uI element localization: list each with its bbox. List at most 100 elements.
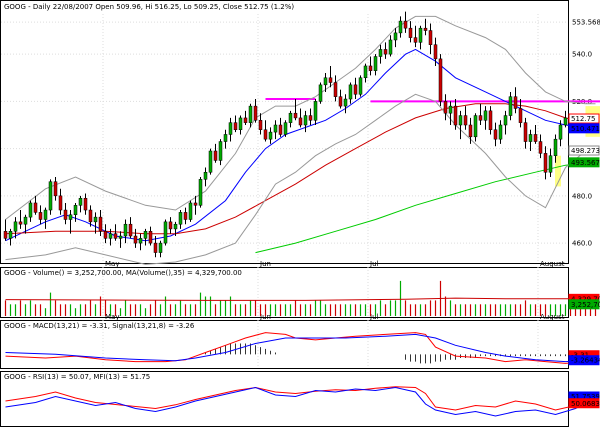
candle-body (333, 82, 338, 97)
candle-body (33, 202, 38, 213)
candle-body (373, 56, 378, 71)
candle-body (48, 181, 53, 211)
candle-body (533, 134, 538, 142)
candle-body (543, 153, 548, 173)
y-tick-label: 540.0 (572, 51, 592, 59)
candle-body (413, 37, 418, 43)
candle-body (418, 27, 423, 43)
candle-body (433, 44, 438, 60)
x-tick-label: May (105, 260, 119, 268)
candle-body (273, 124, 278, 133)
rsi-title: GOOG - RSI(13) = 50.07, MFI(13) = 51.75 (4, 373, 150, 381)
value-tag (568, 299, 600, 310)
candle-body (323, 77, 328, 86)
highlight-box (555, 155, 561, 187)
candle-body (563, 117, 568, 126)
candle-body (63, 209, 68, 220)
candle-body (73, 205, 78, 216)
x-tick-label: May (105, 313, 119, 321)
candle-body (503, 115, 508, 126)
candle-body (78, 197, 83, 206)
candle-body (393, 32, 398, 41)
candle-body (118, 235, 123, 239)
value-tag-text: 510.471 (571, 125, 600, 133)
candle-body (188, 202, 193, 220)
candle-body (168, 221, 173, 230)
candle-body (203, 171, 208, 180)
candle-body (98, 216, 103, 232)
y-tick-label: 460.0 (572, 240, 592, 248)
candle-body (153, 242, 158, 253)
candle-body (518, 108, 523, 123)
candle-body (298, 117, 303, 126)
volume-title: GOOG - Volume() = 3,252,700.00, MA(Volum… (4, 269, 242, 277)
candle-body (143, 231, 148, 239)
candle-body (23, 216, 28, 225)
candle-body (18, 221, 23, 225)
candle-body (293, 112, 298, 119)
candle-body (233, 122, 238, 130)
candle-body (403, 20, 408, 29)
candle-body (193, 202, 198, 206)
value-tag (568, 113, 600, 124)
candle-body (283, 122, 288, 135)
value-tag (568, 157, 600, 168)
series-line (5, 93, 596, 265)
y-tick-label: 553.568 (572, 19, 600, 27)
candle-body (473, 115, 478, 138)
candle-body (428, 30, 433, 45)
x-tick-label: August (540, 260, 565, 268)
candle-body (448, 105, 453, 114)
candle-body (198, 179, 203, 206)
value-tag (568, 355, 600, 366)
value-tag-text: 512.75 (571, 115, 596, 123)
candle-body (213, 150, 218, 161)
panel-frame-volume (0, 267, 569, 318)
candle-body (358, 77, 363, 95)
candle-body (513, 96, 518, 109)
candle-body (493, 129, 498, 140)
candle-body (303, 115, 308, 126)
macd-line (5, 333, 596, 363)
value-tag-text: 3,252,700 (571, 301, 600, 309)
candle-body (353, 84, 358, 95)
candle-body (93, 216, 98, 223)
value-tag-text: 493.567 (571, 159, 600, 167)
value-tag (568, 145, 600, 156)
candle-body (123, 223, 128, 237)
candle-body (538, 141, 543, 154)
candle-body (438, 58, 443, 102)
candle-body (553, 138, 558, 156)
candle-body (68, 214, 73, 220)
candle-body (328, 77, 333, 83)
candle-body (163, 221, 168, 244)
candle-body (258, 120, 263, 130)
candle-body (453, 105, 458, 126)
candle-body (498, 124, 503, 140)
candle-body (253, 105, 258, 121)
panel-frame-macd (0, 320, 569, 369)
candle-body (388, 39, 393, 55)
candle-body (128, 223, 133, 237)
candle-body (108, 233, 113, 239)
candle-body (528, 134, 533, 142)
x-tick-label: Jul (369, 260, 379, 268)
candle-body (13, 221, 18, 232)
candle-body (488, 110, 493, 130)
candle-body (338, 96, 343, 107)
candle-body (43, 209, 48, 220)
candle-body (3, 231, 8, 239)
candle-body (398, 20, 403, 34)
candle-body (408, 27, 413, 38)
x-tick-label: August (540, 313, 565, 321)
candle-body (83, 197, 88, 211)
candle-body (133, 235, 138, 244)
candle-body (58, 195, 63, 211)
candle-body (478, 115, 483, 121)
candle-body (248, 105, 253, 123)
value-tag-text: 51.7539 (571, 393, 600, 401)
candle-body (218, 141, 223, 161)
value-tag (568, 398, 600, 409)
